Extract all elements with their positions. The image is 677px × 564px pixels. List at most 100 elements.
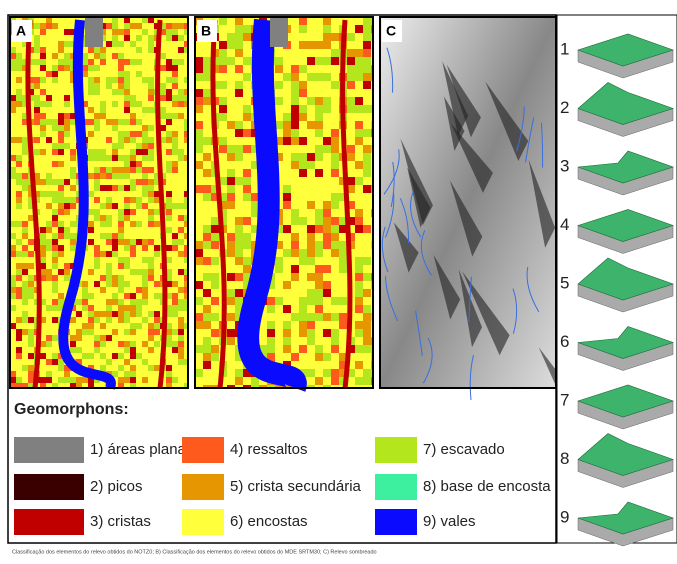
map-cell bbox=[70, 245, 76, 251]
map-cell bbox=[136, 101, 142, 107]
map-cell bbox=[124, 59, 130, 65]
map-cell bbox=[16, 353, 22, 359]
map-cell bbox=[106, 155, 112, 161]
map-cell bbox=[46, 137, 52, 143]
map-cell bbox=[299, 105, 307, 113]
map-cell bbox=[106, 281, 112, 287]
map-cell bbox=[227, 201, 235, 209]
map-cell bbox=[94, 197, 100, 203]
map-cell bbox=[64, 197, 70, 203]
map-cell bbox=[118, 257, 124, 263]
map-cell bbox=[118, 305, 124, 311]
map-cell bbox=[355, 321, 363, 329]
map-cell bbox=[267, 337, 275, 345]
map-cell bbox=[283, 329, 291, 337]
map-cell bbox=[112, 125, 118, 131]
map-cell bbox=[172, 77, 178, 83]
map-cell bbox=[46, 305, 52, 311]
map-cell bbox=[166, 245, 172, 251]
map-cell bbox=[283, 345, 291, 353]
map-cell bbox=[227, 313, 235, 321]
map-cell bbox=[124, 131, 130, 137]
map-cell bbox=[203, 273, 211, 281]
maps: ABC bbox=[10, 17, 585, 428]
map-cell bbox=[339, 249, 347, 257]
map-cell bbox=[235, 273, 243, 281]
map-cell bbox=[195, 257, 203, 265]
map-cell bbox=[28, 365, 34, 371]
map-cell bbox=[118, 353, 124, 359]
map-cell bbox=[88, 155, 94, 161]
map-cell bbox=[112, 35, 118, 41]
map-cell bbox=[118, 41, 124, 47]
map-cell bbox=[94, 209, 100, 215]
map-cell bbox=[172, 95, 178, 101]
map-cell bbox=[299, 329, 307, 337]
map-cell bbox=[211, 329, 219, 337]
map-cell bbox=[124, 209, 130, 215]
legend-swatch bbox=[375, 509, 417, 535]
map-cell bbox=[166, 197, 172, 203]
map-cell bbox=[195, 65, 203, 73]
map-cell bbox=[118, 263, 124, 269]
map-cell bbox=[130, 353, 136, 359]
map-cell bbox=[130, 377, 136, 383]
map-cell bbox=[70, 347, 76, 353]
map-cell bbox=[130, 119, 136, 125]
map-cell bbox=[148, 47, 154, 53]
panel-label: B bbox=[201, 23, 211, 39]
map-cell bbox=[166, 29, 172, 35]
map-cell bbox=[118, 167, 124, 173]
map-cell bbox=[58, 179, 64, 185]
map-cell bbox=[166, 341, 172, 347]
map-cell bbox=[22, 329, 28, 335]
map-cell bbox=[100, 155, 106, 161]
map-cell bbox=[315, 113, 323, 121]
map-cell bbox=[178, 305, 184, 311]
map-cell bbox=[160, 83, 166, 89]
map-cell bbox=[323, 73, 331, 81]
map-cell bbox=[136, 269, 142, 275]
map-cell bbox=[46, 371, 52, 377]
map-cell bbox=[355, 97, 363, 105]
map-cell bbox=[130, 293, 136, 299]
map-cell bbox=[76, 299, 82, 305]
map-cell bbox=[58, 185, 64, 191]
map-cell bbox=[40, 131, 46, 137]
map-cell bbox=[22, 293, 28, 299]
map-cell bbox=[315, 297, 323, 305]
map-cell bbox=[136, 143, 142, 149]
legend-label: 8) base de encosta bbox=[423, 478, 551, 495]
map-cell bbox=[243, 233, 251, 241]
map-cell bbox=[363, 313, 371, 321]
map-cell bbox=[283, 225, 291, 233]
map-cell bbox=[299, 17, 307, 25]
legend-swatch bbox=[14, 509, 84, 535]
page: ABC Geomorphons: 1) áreas planas2) picos… bbox=[0, 0, 677, 564]
map-cell bbox=[323, 225, 331, 233]
map-cell bbox=[363, 81, 371, 89]
map-cell bbox=[148, 209, 154, 215]
map-cell bbox=[235, 17, 243, 25]
map-cell bbox=[106, 197, 112, 203]
map-cell bbox=[331, 369, 339, 377]
map-cell bbox=[154, 221, 160, 227]
map-cell bbox=[82, 329, 88, 335]
map-cell bbox=[219, 65, 227, 73]
map-cell bbox=[235, 65, 243, 73]
map-cell bbox=[315, 265, 323, 273]
map-cell bbox=[112, 245, 118, 251]
map-cell bbox=[58, 59, 64, 65]
map-cell bbox=[203, 97, 211, 105]
map-cell bbox=[178, 329, 184, 335]
map-cell bbox=[227, 337, 235, 345]
map-cell bbox=[64, 41, 70, 47]
map-cell bbox=[58, 299, 64, 305]
map-cell bbox=[291, 249, 299, 257]
map-cell bbox=[28, 293, 34, 299]
map-cell bbox=[219, 49, 227, 57]
map-cell bbox=[267, 345, 275, 353]
map-cell bbox=[148, 335, 154, 341]
map-cell bbox=[70, 239, 76, 245]
map-cell bbox=[283, 137, 291, 145]
